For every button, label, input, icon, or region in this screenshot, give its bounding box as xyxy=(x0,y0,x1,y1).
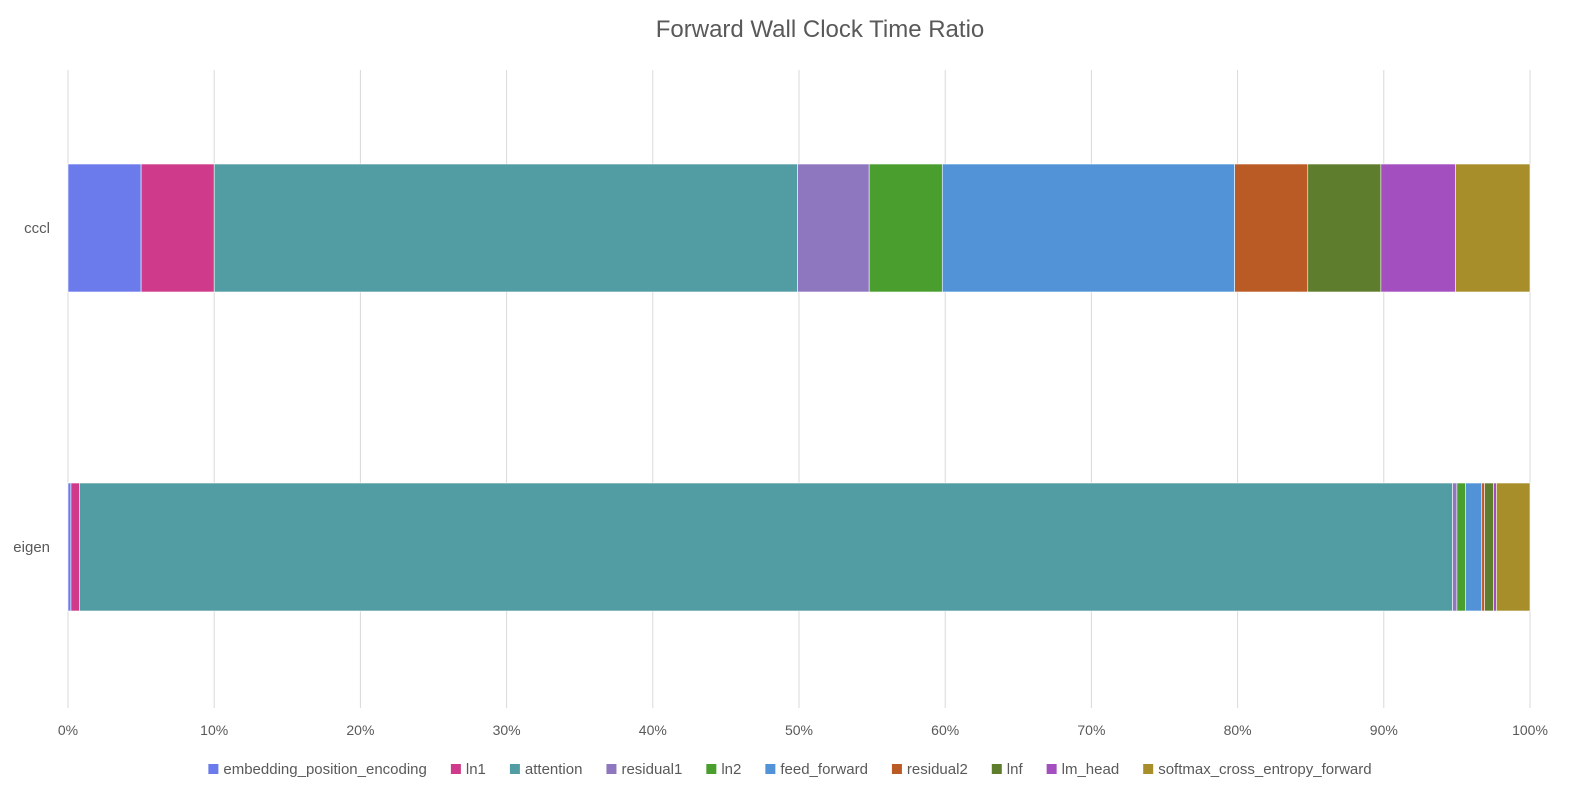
legend-swatch xyxy=(765,764,776,774)
legend-item: lm_head xyxy=(1046,761,1120,778)
x-tick-label: 60% xyxy=(931,722,959,738)
bar-segment xyxy=(140,163,215,293)
legend-label: residual1 xyxy=(621,761,682,778)
legend-item: ln1 xyxy=(450,761,486,778)
legend-item: feed_forward xyxy=(765,761,868,778)
legend-item: softmax_cross_entropy_forward xyxy=(1143,761,1372,778)
bar-segment xyxy=(1234,163,1309,293)
legend-label: feed_forward xyxy=(780,761,868,778)
x-tick-label: 10% xyxy=(200,722,228,738)
category-label: eigen xyxy=(13,539,50,556)
legend-item: ln2 xyxy=(706,761,741,778)
legend-swatch xyxy=(509,764,520,774)
legend-swatch xyxy=(1046,764,1057,774)
legend-item: residual2 xyxy=(891,761,968,778)
bar-segment xyxy=(1452,482,1458,612)
bar-segment xyxy=(1465,482,1483,612)
category-label: cccl xyxy=(24,220,50,237)
legend-label: embedding_position_encoding xyxy=(223,761,427,778)
legend-item: embedding_position_encoding xyxy=(208,761,427,778)
legend-label: ln1 xyxy=(466,761,486,778)
legend-swatch xyxy=(706,764,717,774)
x-tick-label: 70% xyxy=(1077,722,1105,738)
legend-item: lnf xyxy=(991,761,1024,778)
x-tick-label: 100% xyxy=(1512,722,1548,738)
bar-segment xyxy=(213,163,798,293)
bar-segment xyxy=(941,163,1235,293)
legend-swatch xyxy=(1143,764,1154,774)
legend-swatch xyxy=(450,764,461,774)
x-tick-label: 20% xyxy=(346,722,374,738)
bars xyxy=(67,163,1531,612)
x-tick-label: 90% xyxy=(1370,722,1398,738)
bar-segment xyxy=(70,482,80,612)
x-tick-label: 0% xyxy=(58,722,78,738)
legend-label: attention xyxy=(525,761,583,778)
legend-label: ln2 xyxy=(721,761,741,778)
chart-title: Forward Wall Clock Time Ratio xyxy=(656,16,985,43)
bar-segment xyxy=(67,482,72,612)
bar-segment xyxy=(797,163,870,293)
bar-segment xyxy=(1484,482,1494,612)
x-tick-label: 50% xyxy=(785,722,813,738)
bar-segment xyxy=(1380,163,1456,293)
x-tick-label: 40% xyxy=(639,722,667,738)
x-tick-label: 30% xyxy=(493,722,521,738)
legend-item: attention xyxy=(509,761,583,778)
legend-label: residual2 xyxy=(907,761,968,778)
bar-segment xyxy=(868,163,943,293)
legend-label: softmax_cross_entropy_forward xyxy=(1158,761,1371,778)
legend-item: residual1 xyxy=(606,761,682,778)
legend: embedding_position_encoding ln1 attention r… xyxy=(208,761,1372,778)
bar-segment xyxy=(1455,163,1531,293)
bar-segment xyxy=(1496,482,1531,612)
bar-segment xyxy=(67,163,142,293)
bar-segment xyxy=(1307,163,1382,293)
x-tick-label: 80% xyxy=(1224,722,1252,738)
legend-label: lm_head xyxy=(1062,761,1120,778)
legend-swatch xyxy=(208,764,219,774)
axis-labels: 0% 10% 20% 30% 40% 50% 60% 70% 80% 90% 100% cccl eig… xyxy=(13,220,1548,738)
legend-swatch xyxy=(606,764,617,774)
bar-segment xyxy=(1493,482,1497,612)
bar-segment xyxy=(1456,482,1466,612)
legend-swatch xyxy=(991,764,1002,774)
legend-swatch xyxy=(891,764,902,774)
bar-segment xyxy=(1481,482,1485,612)
legend-label: lnf xyxy=(1007,761,1024,778)
bar-segment xyxy=(79,482,1453,612)
